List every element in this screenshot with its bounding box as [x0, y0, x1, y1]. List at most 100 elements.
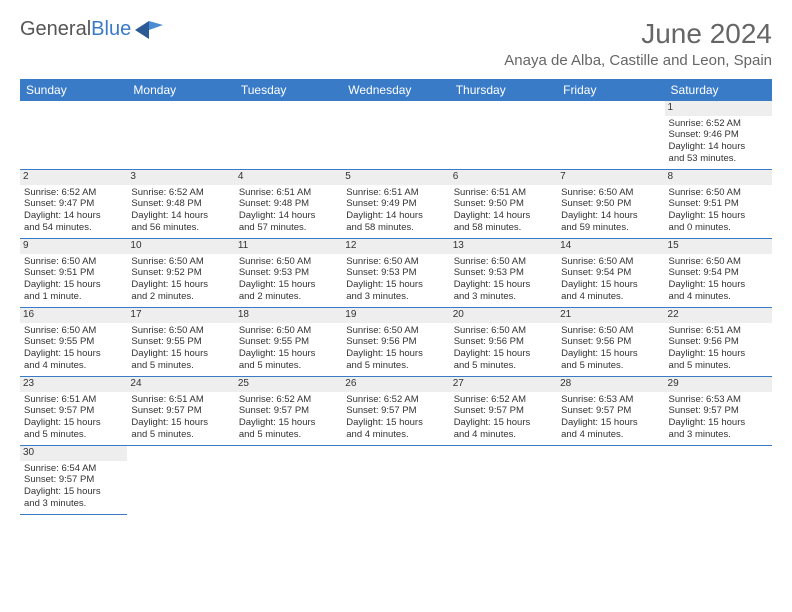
cell-sunset: Sunset: 9:52 PM — [131, 267, 230, 279]
cell-sunrise: Sunrise: 6:51 AM — [669, 325, 768, 337]
cell-sunset: Sunset: 9:54 PM — [561, 267, 660, 279]
cell-sunrise: Sunrise: 6:50 AM — [346, 325, 445, 337]
day-number: 5 — [342, 170, 449, 185]
cell-d2: and 5 minutes. — [131, 360, 230, 372]
cell-d1: Daylight: 15 hours — [239, 279, 338, 291]
cell-sunrise: Sunrise: 6:50 AM — [561, 256, 660, 268]
calendar-row: 9Sunrise: 6:50 AMSunset: 9:51 PMDaylight… — [20, 239, 772, 308]
cell-d1: Daylight: 15 hours — [24, 348, 123, 360]
calendar-cell: 16Sunrise: 6:50 AMSunset: 9:55 PMDayligh… — [20, 308, 127, 377]
cell-sunset: Sunset: 9:50 PM — [454, 198, 553, 210]
cell-sunrise: Sunrise: 6:53 AM — [669, 394, 768, 406]
day-number: 1 — [665, 101, 772, 116]
day-number: 6 — [450, 170, 557, 185]
cell-d2: and 57 minutes. — [239, 222, 338, 234]
day-number: 14 — [557, 239, 664, 254]
day-number: 4 — [235, 170, 342, 185]
cell-d1: Daylight: 15 hours — [24, 279, 123, 291]
cell-sunrise: Sunrise: 6:51 AM — [24, 394, 123, 406]
calendar-header-row: Sunday Monday Tuesday Wednesday Thursday… — [20, 79, 772, 101]
calendar-cell — [665, 446, 772, 515]
cell-d2: and 54 minutes. — [24, 222, 123, 234]
cell-sunset: Sunset: 9:53 PM — [454, 267, 553, 279]
calendar-cell — [235, 446, 342, 515]
cell-d2: and 53 minutes. — [669, 153, 768, 165]
cell-d1: Daylight: 14 hours — [24, 210, 123, 222]
calendar-table: Sunday Monday Tuesday Wednesday Thursday… — [20, 79, 772, 515]
cell-sunset: Sunset: 9:57 PM — [24, 405, 123, 417]
cell-sunset: Sunset: 9:57 PM — [131, 405, 230, 417]
cell-sunrise: Sunrise: 6:51 AM — [131, 394, 230, 406]
day-number: 15 — [665, 239, 772, 254]
day-number: 26 — [342, 377, 449, 392]
day-number: 8 — [665, 170, 772, 185]
cell-sunrise: Sunrise: 6:50 AM — [24, 325, 123, 337]
calendar-cell: 6Sunrise: 6:51 AMSunset: 9:50 PMDaylight… — [450, 170, 557, 239]
cell-sunset: Sunset: 9:57 PM — [239, 405, 338, 417]
cell-d2: and 4 minutes. — [561, 291, 660, 303]
day-number: 10 — [127, 239, 234, 254]
cell-sunrise: Sunrise: 6:50 AM — [561, 187, 660, 199]
cell-d2: and 1 minute. — [24, 291, 123, 303]
cell-d1: Daylight: 15 hours — [131, 417, 230, 429]
col-tuesday: Tuesday — [235, 79, 342, 101]
cell-d1: Daylight: 15 hours — [346, 348, 445, 360]
cell-d2: and 3 minutes. — [346, 291, 445, 303]
day-number: 20 — [450, 308, 557, 323]
day-number: 21 — [557, 308, 664, 323]
cell-d2: and 5 minutes. — [24, 429, 123, 441]
header: GeneralBlue June 2024 Anaya de Alba, Cas… — [20, 18, 772, 69]
calendar-cell: 19Sunrise: 6:50 AMSunset: 9:56 PMDayligh… — [342, 308, 449, 377]
cell-d2: and 58 minutes. — [346, 222, 445, 234]
cell-sunrise: Sunrise: 6:50 AM — [346, 256, 445, 268]
calendar-cell — [342, 446, 449, 515]
calendar-cell — [127, 446, 234, 515]
calendar-cell — [450, 446, 557, 515]
day-number: 27 — [450, 377, 557, 392]
cell-d1: Daylight: 14 hours — [346, 210, 445, 222]
calendar-row: 2Sunrise: 6:52 AMSunset: 9:47 PMDaylight… — [20, 170, 772, 239]
calendar-body: 1Sunrise: 6:52 AMSunset: 9:46 PMDaylight… — [20, 101, 772, 515]
cell-d1: Daylight: 15 hours — [669, 279, 768, 291]
cell-d1: Daylight: 15 hours — [24, 417, 123, 429]
cell-sunset: Sunset: 9:53 PM — [239, 267, 338, 279]
cell-sunrise: Sunrise: 6:52 AM — [346, 394, 445, 406]
day-number: 7 — [557, 170, 664, 185]
calendar-cell: 14Sunrise: 6:50 AMSunset: 9:54 PMDayligh… — [557, 239, 664, 308]
location: Anaya de Alba, Castille and Leon, Spain — [504, 52, 772, 69]
cell-sunrise: Sunrise: 6:53 AM — [561, 394, 660, 406]
calendar-cell: 20Sunrise: 6:50 AMSunset: 9:56 PMDayligh… — [450, 308, 557, 377]
cell-sunset: Sunset: 9:48 PM — [131, 198, 230, 210]
col-monday: Monday — [127, 79, 234, 101]
cell-d1: Daylight: 14 hours — [131, 210, 230, 222]
day-number: 24 — [127, 377, 234, 392]
calendar-row: 16Sunrise: 6:50 AMSunset: 9:55 PMDayligh… — [20, 308, 772, 377]
col-sunday: Sunday — [20, 79, 127, 101]
day-number: 29 — [665, 377, 772, 392]
cell-sunset: Sunset: 9:55 PM — [239, 336, 338, 348]
cell-sunset: Sunset: 9:55 PM — [24, 336, 123, 348]
cell-sunrise: Sunrise: 6:50 AM — [131, 325, 230, 337]
cell-d1: Daylight: 15 hours — [131, 279, 230, 291]
cell-d1: Daylight: 15 hours — [346, 417, 445, 429]
cell-sunrise: Sunrise: 6:52 AM — [239, 394, 338, 406]
cell-d1: Daylight: 15 hours — [454, 417, 553, 429]
logo-part2: Blue — [91, 18, 131, 40]
day-number: 13 — [450, 239, 557, 254]
cell-sunrise: Sunrise: 6:50 AM — [454, 256, 553, 268]
cell-d2: and 3 minutes. — [24, 498, 123, 510]
cell-d1: Daylight: 15 hours — [561, 417, 660, 429]
calendar-cell: 13Sunrise: 6:50 AMSunset: 9:53 PMDayligh… — [450, 239, 557, 308]
day-number: 17 — [127, 308, 234, 323]
calendar-row: 23Sunrise: 6:51 AMSunset: 9:57 PMDayligh… — [20, 377, 772, 446]
calendar-cell: 9Sunrise: 6:50 AMSunset: 9:51 PMDaylight… — [20, 239, 127, 308]
calendar-cell: 18Sunrise: 6:50 AMSunset: 9:55 PMDayligh… — [235, 308, 342, 377]
logo: GeneralBlue — [20, 18, 163, 41]
calendar-cell: 22Sunrise: 6:51 AMSunset: 9:56 PMDayligh… — [665, 308, 772, 377]
cell-sunset: Sunset: 9:51 PM — [669, 198, 768, 210]
calendar-cell: 25Sunrise: 6:52 AMSunset: 9:57 PMDayligh… — [235, 377, 342, 446]
calendar-cell: 2Sunrise: 6:52 AMSunset: 9:47 PMDaylight… — [20, 170, 127, 239]
calendar-cell: 11Sunrise: 6:50 AMSunset: 9:53 PMDayligh… — [235, 239, 342, 308]
calendar-cell — [557, 446, 664, 515]
calendar-cell: 4Sunrise: 6:51 AMSunset: 9:48 PMDaylight… — [235, 170, 342, 239]
